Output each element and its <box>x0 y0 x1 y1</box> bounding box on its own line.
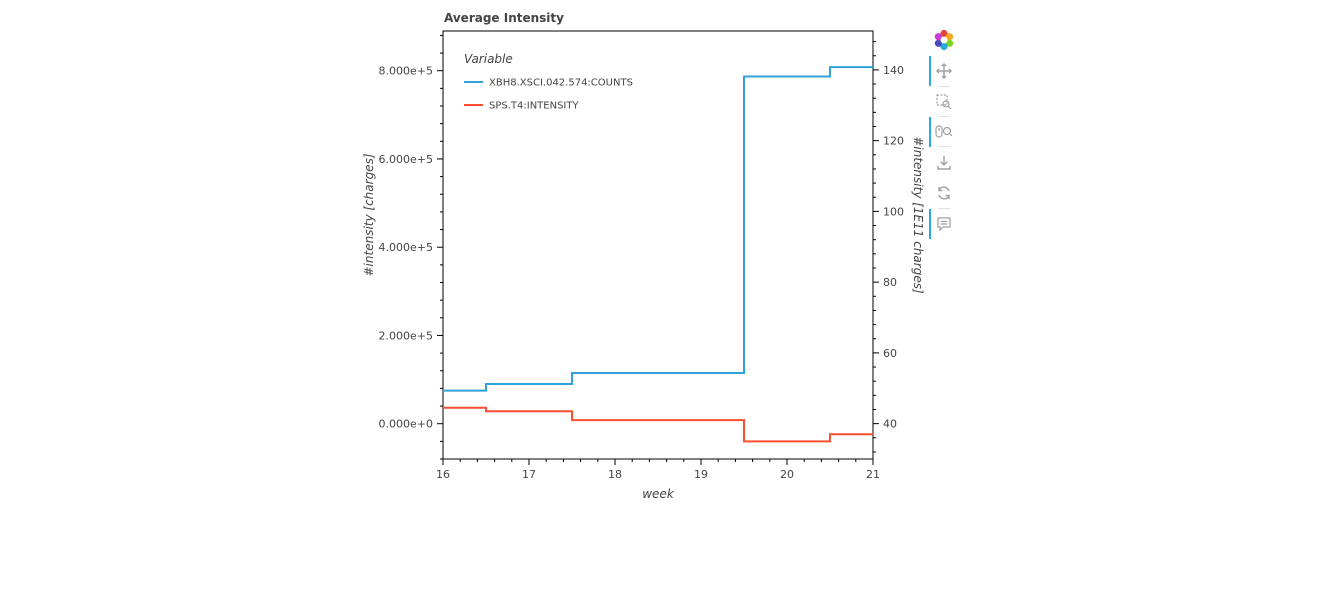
legend-label: SPS.T4:INTENSITY <box>489 101 579 112</box>
toolbar <box>928 28 960 248</box>
pan-icon[interactable] <box>929 56 956 86</box>
x-tick-label: 20 <box>780 468 794 481</box>
x-axis-title: week <box>642 487 675 501</box>
series-line-sps-t4-intensity <box>443 406 873 443</box>
series-line-xbh8-xsci-042-574-counts <box>443 66 873 392</box>
y-right-tick-label: 140 <box>883 64 904 77</box>
save-icon[interactable] <box>932 151 956 175</box>
chart-title: Average Intensity <box>444 11 564 25</box>
y-left-tick-label: 0.000e+0 <box>379 418 433 431</box>
x-tick-label: 18 <box>608 468 622 481</box>
y-left-tick-label: 8.000e+5 <box>379 65 433 78</box>
reset-icon[interactable] <box>932 181 956 205</box>
y-right-tick-label: 120 <box>883 135 904 148</box>
legend-label: XBH8.XSCI.042.574:COUNTS <box>489 78 633 89</box>
toolbar-separator <box>938 116 950 117</box>
x-tick-label: 17 <box>522 468 536 481</box>
y-left-tick-label: 6.000e+5 <box>379 153 433 166</box>
toolbar-separator <box>938 86 950 87</box>
hover-icon[interactable] <box>929 209 956 239</box>
legend-title: Variable <box>464 52 513 66</box>
y-right-tick-label: 80 <box>883 276 897 289</box>
y-right-tick-label: 100 <box>883 205 904 218</box>
y-right-tick-label: 60 <box>883 347 897 360</box>
y-left-tick-label: 4.000e+5 <box>379 241 433 254</box>
x-tick-label: 21 <box>866 468 880 481</box>
x-tick-label: 19 <box>694 468 708 481</box>
toolbar-separator <box>938 208 950 209</box>
y-left-tick-label: 2.000e+5 <box>379 329 433 342</box>
plot-frame <box>442 30 874 460</box>
y-axis-title-left: #intensity [charges] <box>362 153 376 276</box>
wheel-zoom-icon[interactable] <box>929 117 956 147</box>
y-right-tick-label: 40 <box>883 418 897 431</box>
y-axis-title-right: #intensity [1E11 charges] <box>911 136 925 294</box>
bokeh-logo-icon[interactable] <box>932 28 956 52</box>
toolbar-separator <box>938 146 950 147</box>
box-zoom-icon[interactable] <box>932 90 956 114</box>
x-tick-label: 16 <box>436 468 450 481</box>
